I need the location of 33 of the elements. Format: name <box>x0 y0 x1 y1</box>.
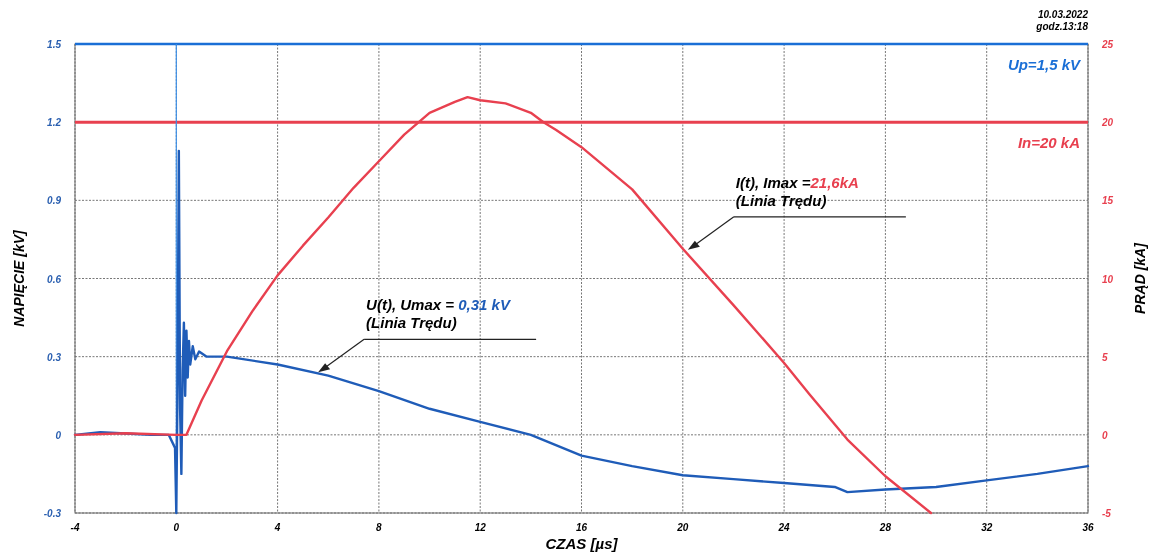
y-tick-label: -0.3 <box>43 508 62 519</box>
y2-tick-label: 25 <box>1101 39 1114 50</box>
x-tick-label: 16 <box>575 522 588 533</box>
text: 10.03.2022 godz.13:18 <box>1035 9 1089 32</box>
y2-tick-label: 5 <box>1102 351 1108 363</box>
x-tick-label: 8 <box>376 522 383 533</box>
x-tick-label: 12 <box>474 522 487 533</box>
y-tick-label: 0.3 <box>47 351 62 363</box>
y2-tick-label: 10 <box>1102 273 1114 285</box>
x-tick-label: -4 <box>70 522 80 533</box>
y2-axis-title: PRĄD [kA] <box>1132 241 1148 314</box>
x-tick-label: 20 <box>676 522 689 533</box>
x-tick-label: 36 <box>1082 522 1094 533</box>
y-tick-label: 0 <box>55 429 62 441</box>
y-axis-title: NAPIĘCIE [kV] <box>11 228 27 327</box>
x-tick-label: 28 <box>878 522 892 533</box>
x-axis-title: CZAS [µs] <box>545 535 619 552</box>
ref-line-label: Up=1,5 kV <box>1007 56 1082 73</box>
annotation: I(t), Imax =21,6kA (Linia Trędu) <box>735 173 859 209</box>
x-tick-label: 32 <box>981 522 993 533</box>
y-tick-label: 1.2 <box>47 117 62 129</box>
y2-tick-label: 15 <box>1102 195 1114 207</box>
annotation: U(t), Umax = 0,31 kV (Linia Trędu) <box>366 296 512 332</box>
y-tick-label: 1.5 <box>47 39 62 50</box>
x-tick-label: 4 <box>273 522 281 533</box>
x-tick-label: 24 <box>777 522 791 533</box>
x-tick-label: 0 <box>173 522 180 533</box>
y2-tick-label: 0 <box>1102 429 1108 441</box>
y-tick-label: 0.6 <box>47 273 62 285</box>
y2-tick-label: 20 <box>1101 117 1114 129</box>
y-tick-label: 0.9 <box>47 195 62 207</box>
y2-tick-label: -5 <box>1102 508 1112 519</box>
ref-line-label: In=20 kA <box>1017 134 1080 152</box>
